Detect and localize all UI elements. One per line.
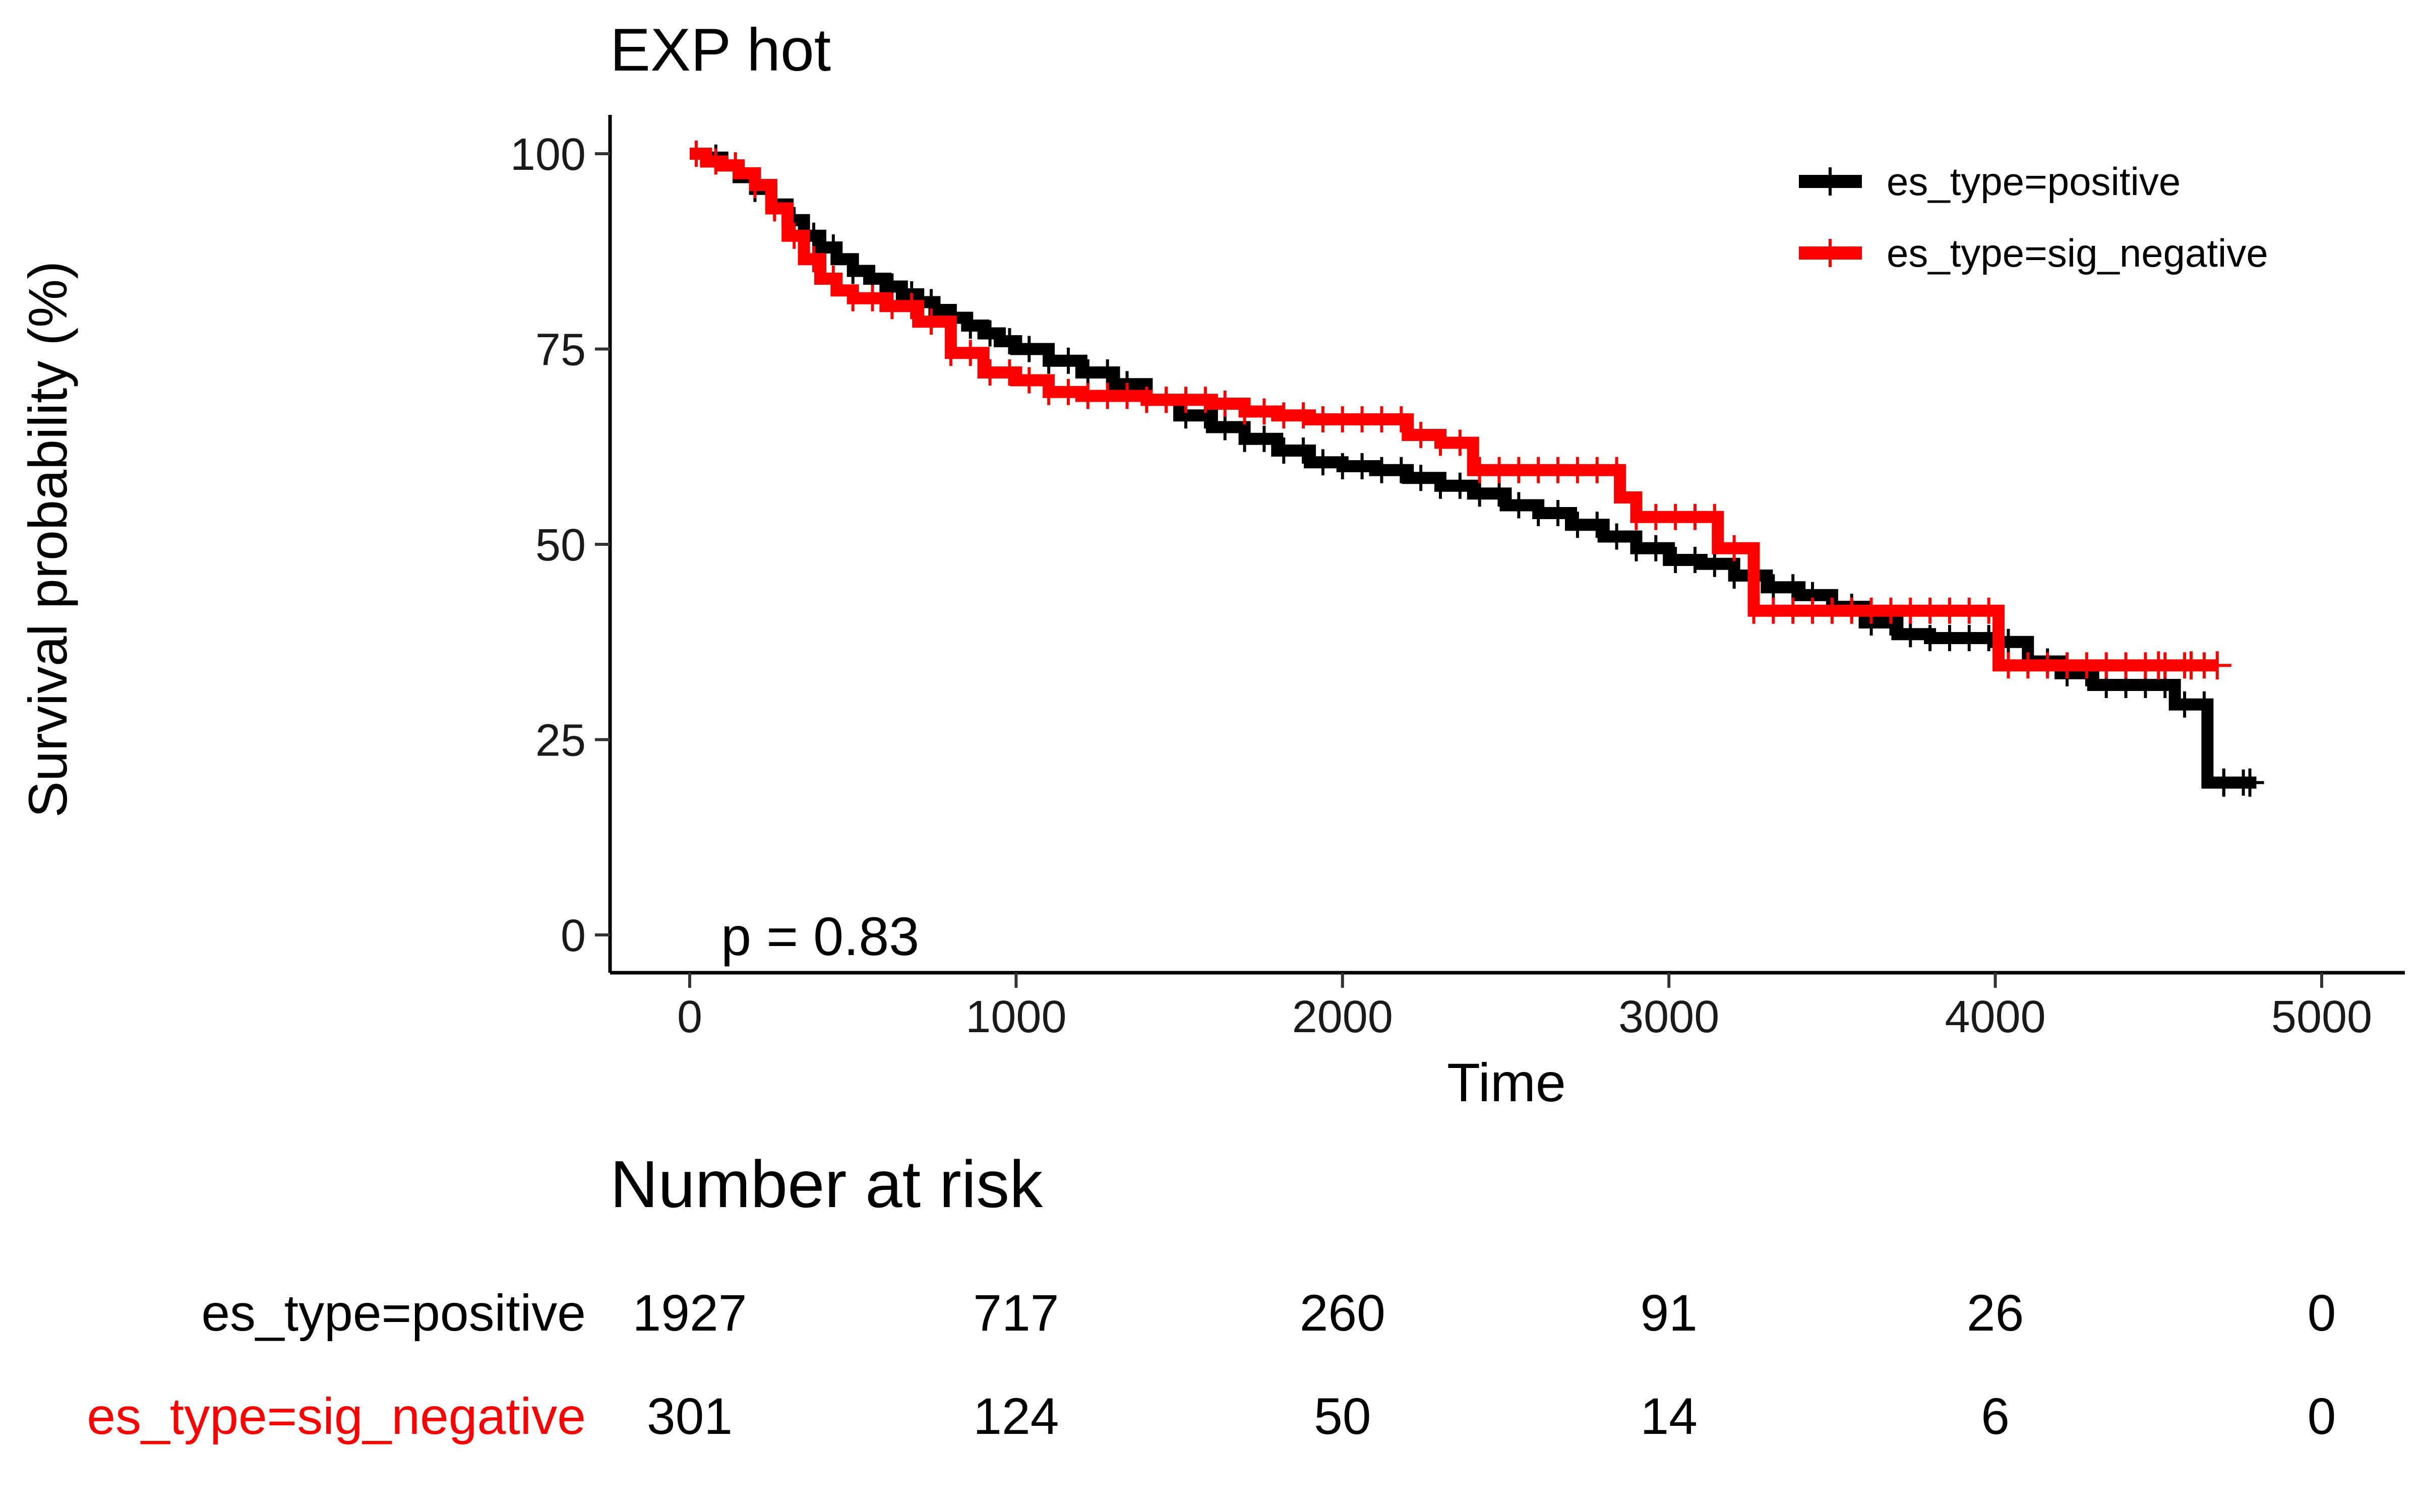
y-tick-label: 25 (535, 716, 586, 766)
axes: 0 1000 2000 3000 4000 5000 0 25 50 75 100 (510, 115, 2405, 1042)
legend-item: es_type=positive (1799, 159, 2181, 204)
x-tick-label: 0 (677, 992, 702, 1042)
x-tick-label: 3000 (1618, 992, 1719, 1042)
risk-cell: 0 (2308, 1388, 2336, 1445)
y-tick-label: 75 (535, 325, 586, 375)
x-tick-label: 5000 (2271, 992, 2372, 1042)
risk-cell: 124 (973, 1388, 1059, 1445)
legend-label: es_type=positive (1887, 159, 2181, 204)
risk-cell: 14 (1640, 1388, 1697, 1445)
risk-cell: 260 (1300, 1284, 1385, 1342)
risk-row: es_type=positive 1927 717 260 91 26 0 (201, 1284, 2336, 1342)
risk-cell: 6 (1981, 1388, 2010, 1445)
risk-cell: 0 (2308, 1284, 2336, 1342)
legend-label: es_type=sig_negative (1887, 231, 2268, 275)
risk-row: es_type=sig_negative 301 124 50 14 6 0 (87, 1388, 2336, 1445)
series-layer (690, 141, 2264, 797)
survival-curve (690, 148, 2217, 672)
legend-item: es_type=sig_negative (1799, 231, 2268, 275)
y-axis-title: Survival probability (%) (17, 261, 78, 817)
x-tick-label: 2000 (1292, 992, 1393, 1042)
risk-cell: 50 (1314, 1388, 1371, 1445)
risk-cell: 717 (973, 1284, 1059, 1342)
x-tick-label: 1000 (965, 992, 1066, 1042)
x-tick-label: 4000 (1945, 992, 2045, 1042)
risk-table-title: Number at risk (610, 1147, 1043, 1221)
risk-table: es_type=positive 1927 717 260 91 26 0es_type=s… (87, 1284, 2336, 1445)
series-sig-negative (690, 141, 2231, 680)
risk-cell: 26 (1967, 1284, 2024, 1342)
legend: es_type=positive es_type=sig_negative (1799, 159, 2268, 275)
x-axis-title: Time (1447, 1052, 1566, 1113)
p-value-annotation: p = 0.83 (721, 906, 919, 967)
y-tick-label: 50 (535, 520, 586, 571)
y-tick-label: 0 (561, 911, 586, 961)
risk-row-label: es_type=positive (201, 1284, 586, 1342)
risk-cell: 91 (1640, 1284, 1697, 1342)
risk-cell: 1927 (633, 1284, 747, 1342)
risk-row-label: es_type=sig_negative (87, 1388, 586, 1445)
risk-cell: 301 (647, 1388, 733, 1445)
y-tick-label: 100 (510, 130, 586, 180)
chart-title: EXP hot (610, 16, 831, 84)
